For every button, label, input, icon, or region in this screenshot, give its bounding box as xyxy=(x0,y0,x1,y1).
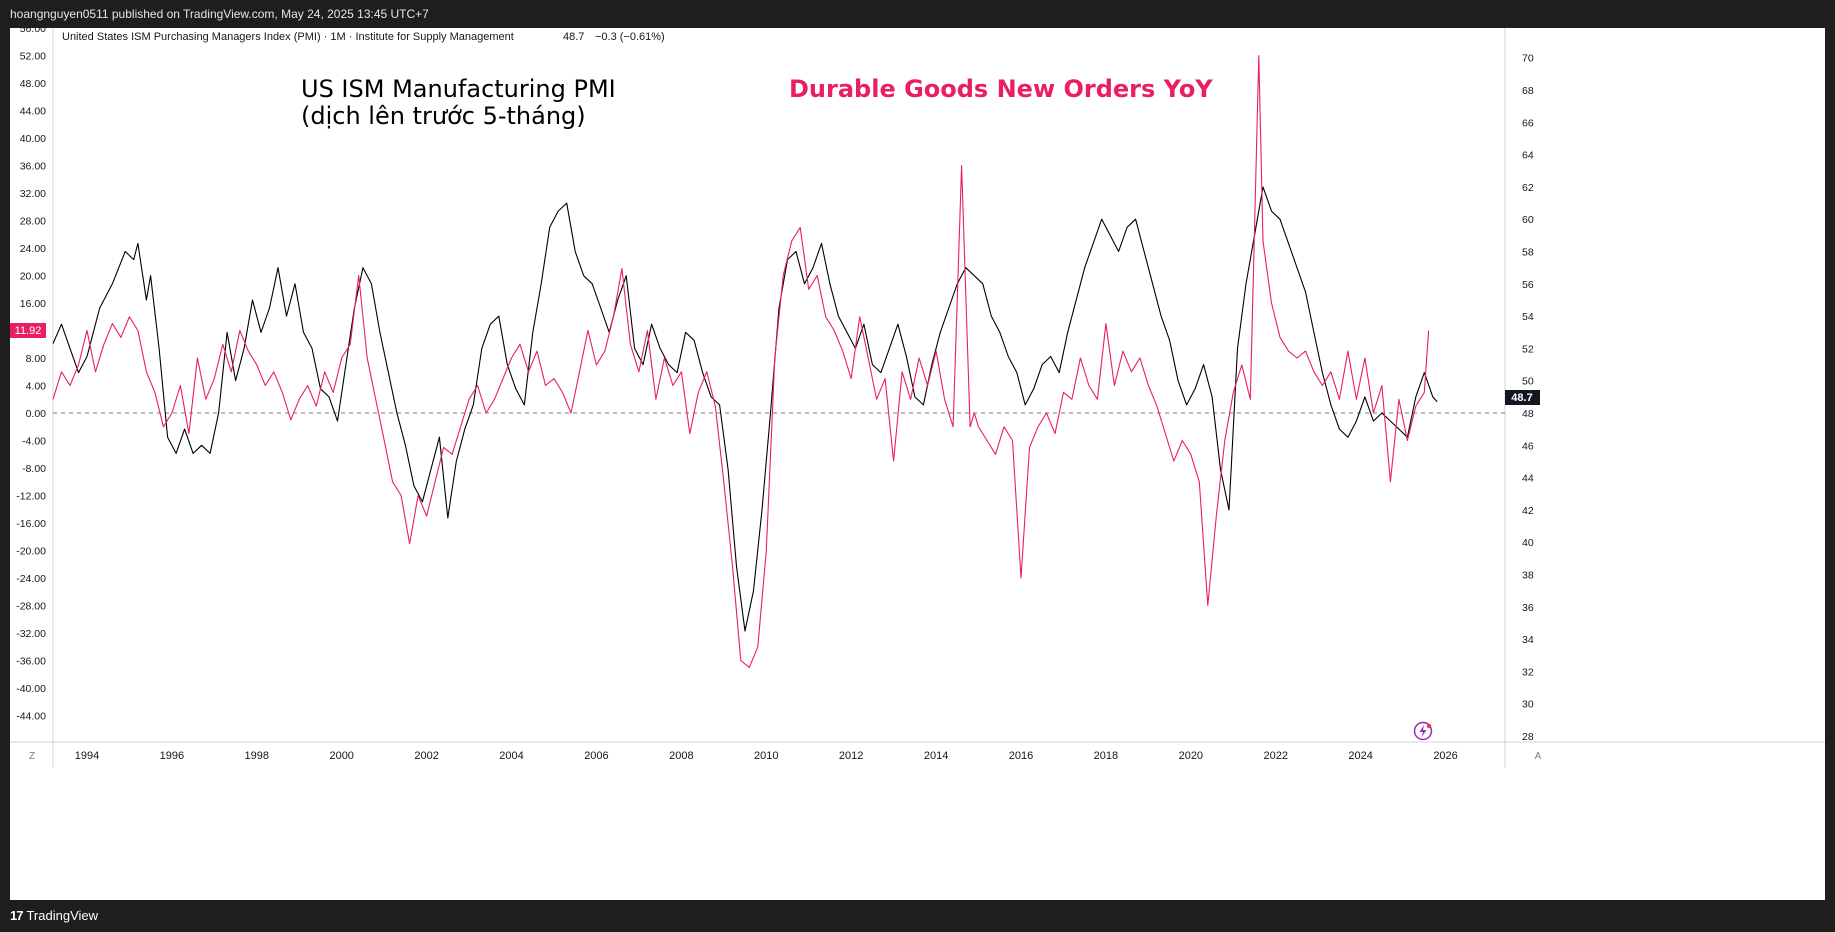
left-axis-tick-label: 4.00 xyxy=(26,381,47,393)
gridlines xyxy=(10,28,1825,768)
left-price-label-text: 11.92 xyxy=(15,325,42,337)
x-axis-tick-label: 2008 xyxy=(669,750,693,762)
left-axis-mode-button[interactable]: Z xyxy=(29,751,35,762)
right-axis-tick-label: 48 xyxy=(1522,408,1534,420)
right-axis-tick-label: 50 xyxy=(1522,376,1534,388)
left-axis-tick-label: 52.00 xyxy=(20,51,46,63)
durable-goods-title[interactable]: Durable Goods New Orders YoY xyxy=(789,75,1213,103)
right-axis-tick-label: 36 xyxy=(1522,602,1534,614)
right-axis-tick-label: 62 xyxy=(1522,182,1534,194)
pmi-title-line1[interactable]: US ISM Manufacturing PMI xyxy=(301,75,616,103)
right-axis-tick-label: 38 xyxy=(1522,570,1534,582)
x-axis-tick-label: 1996 xyxy=(160,750,184,762)
right-axis-tick-label: 66 xyxy=(1522,117,1534,129)
right-axis-tick-label: 56 xyxy=(1522,279,1534,291)
x-axis-tick-label: 2026 xyxy=(1433,750,1457,762)
right-axis-tick-label: 60 xyxy=(1522,214,1534,226)
x-axis-tick-label: 2016 xyxy=(1009,750,1033,762)
left-axis-tick-label: -16.00 xyxy=(16,518,46,530)
tradingview-logo[interactable]: 17 TradingView xyxy=(10,900,98,932)
left-axis-tick-label: 44.00 xyxy=(20,106,46,118)
left-axis-tick-label: 20.00 xyxy=(20,271,46,283)
left-axis-tick-label: -24.00 xyxy=(16,573,46,585)
left-axis-tick-label: 36.00 xyxy=(20,161,46,173)
pmi-title-line2[interactable]: (dịch lên trước 5-tháng) xyxy=(301,102,586,130)
x-axis-tick-label: 2022 xyxy=(1263,750,1287,762)
left-axis-tick-label: 0.00 xyxy=(26,408,47,420)
right-axis-tick-label: 58 xyxy=(1522,247,1534,259)
left-axis-tick-label: -40.00 xyxy=(16,683,46,695)
x-axis-tick-label: 2018 xyxy=(1094,750,1118,762)
published-header: hoangnguyen0511 published on TradingView… xyxy=(0,0,1835,28)
left-axis-tick-label: 28.00 xyxy=(20,216,46,228)
x-axis-tick-label: 2012 xyxy=(839,750,863,762)
left-axis-tick-label: 40.00 xyxy=(20,133,46,145)
x-axis-tick-label: 2000 xyxy=(329,750,353,762)
left-price-label: 11.92 xyxy=(10,323,46,338)
right-price-label-text: 48.7 xyxy=(1511,392,1532,404)
x-axis-tick-label: 2014 xyxy=(924,750,948,762)
x-axis-tick-label: 2006 xyxy=(584,750,608,762)
left-axis-tick-label: 32.00 xyxy=(20,188,46,200)
chart-svg[interactable]: 56.00 52.00 48.00 44.00 40.00 36.00 32.00 28.00… xyxy=(10,23,1825,900)
right-axis-tick-label: 42 xyxy=(1522,505,1534,517)
x-axis-tick-label: 2010 xyxy=(754,750,778,762)
right-axis-tick-label: 32 xyxy=(1522,666,1534,678)
x-axis-tick-label: 2002 xyxy=(414,750,438,762)
right-price-label: 48.7 xyxy=(1505,390,1540,405)
left-axis-tick-label: -28.00 xyxy=(16,601,46,613)
left-axis-tick-label: -44.00 xyxy=(16,711,46,723)
left-axis-tick-label: -12.00 xyxy=(16,491,46,503)
x-axis-tick-label: 1994 xyxy=(75,750,99,762)
x-axis-tick-label: 1998 xyxy=(245,750,269,762)
left-axis-tick-label: -4.00 xyxy=(22,436,46,448)
lightning-icon[interactable] xyxy=(1413,721,1433,741)
legend-value-text: 48.7 xyxy=(563,31,584,43)
right-axis-tick-label: 30 xyxy=(1522,699,1534,711)
right-axis-mode-button[interactable]: A xyxy=(1535,751,1542,762)
right-axis-tick-label: 46 xyxy=(1522,440,1534,452)
x-axis-tick-label: 2024 xyxy=(1348,750,1372,762)
footer-bar: 17 TradingView xyxy=(0,900,1835,932)
tradingview-brand-text: TradingView xyxy=(26,908,99,923)
published-text: hoangnguyen0511 published on TradingView… xyxy=(10,7,429,21)
left-axis-tick-label: 16.00 xyxy=(20,298,46,310)
x-axis: 1994 1996 1998 2000 2002 2004 2006 2008 2010 2012… xyxy=(75,750,1458,762)
series-group xyxy=(52,54,1438,668)
legend-symbol-text[interactable]: United States ISM Purchasing Managers In… xyxy=(62,31,514,43)
pmi-series-line[interactable] xyxy=(52,186,1438,632)
left-axis-tick-label: 48.00 xyxy=(20,78,46,90)
left-axis-tick-label: -32.00 xyxy=(16,628,46,640)
x-axis-tick-label: 2020 xyxy=(1179,750,1203,762)
x-axis-tick-label: 2004 xyxy=(499,750,523,762)
tradingview-logo-icon: 17 xyxy=(10,908,24,923)
right-axis-tick-label: 70 xyxy=(1522,53,1534,65)
left-axis-tick-label: 24.00 xyxy=(20,243,46,255)
left-axis-tick-label: -36.00 xyxy=(16,656,46,668)
durable-goods-series-line[interactable] xyxy=(52,54,1430,668)
left-axis: 56.00 52.00 48.00 44.00 40.00 36.00 32.00 28.00… xyxy=(16,23,47,723)
right-axis-tick-label: 54 xyxy=(1522,311,1534,323)
chart-frame: 56.00 52.00 48.00 44.00 40.00 36.00 32.00 28.00… xyxy=(10,23,1825,900)
right-axis-tick-label: 68 xyxy=(1522,85,1534,97)
right-axis-tick-label: 40 xyxy=(1522,537,1534,549)
right-axis-tick-label: 44 xyxy=(1522,473,1534,485)
right-axis-tick-label: 34 xyxy=(1522,634,1534,646)
left-axis-tick-label: 56.00 xyxy=(20,28,46,35)
right-axis-tick-label: 52 xyxy=(1522,343,1534,355)
legend-change-text: −0.3 (−0.61%) xyxy=(595,31,665,43)
left-axis-tick-label: -20.00 xyxy=(16,546,46,558)
left-axis-tick-label: -8.00 xyxy=(22,463,46,475)
right-axis: 70 68 66 64 62 60 58 56 54 52 50 48 46 44 42 40 38 36 34 32… xyxy=(1522,53,1534,743)
right-axis-tick-label: 28 xyxy=(1522,731,1534,743)
right-axis-tick-label: 64 xyxy=(1522,150,1534,162)
left-axis-tick-label: 8.00 xyxy=(26,353,47,365)
